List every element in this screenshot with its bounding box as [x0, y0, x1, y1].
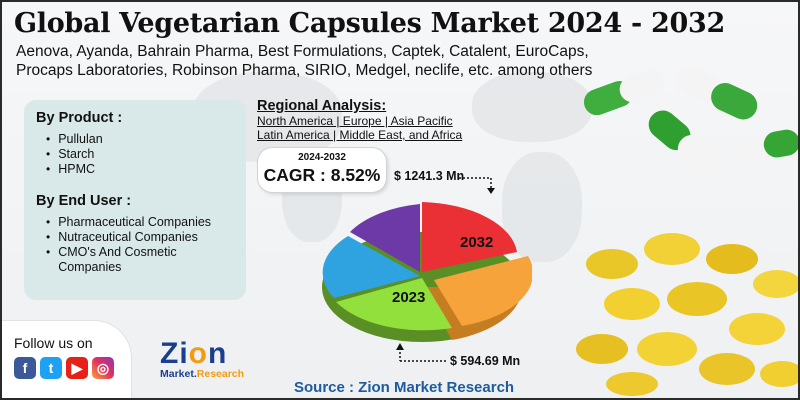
product-list: • Pullulan • Starch • HPMC: [46, 132, 234, 177]
cagr-value: CAGR : 8.52%: [263, 165, 381, 185]
dotted-arrow-bottom: [396, 343, 448, 362]
value-2023-label: $ 594.69 Mn: [450, 354, 521, 368]
zion-logo: Zion Market.Research: [160, 337, 260, 381]
dotted-arrow-top: [459, 177, 495, 194]
list-item: • CMO's And Cosmetic Companies: [46, 245, 177, 274]
logo-sub: Market.Research: [160, 368, 245, 380]
page-title: Global Vegetarian Capsules Market 2024 -…: [14, 8, 725, 39]
region-line: Latin America | Middle East, and Africa: [257, 128, 463, 142]
list-item: • HPMC: [46, 162, 96, 176]
youtube-icon[interactable]: ▶: [66, 357, 88, 379]
pie-slice-2023: [336, 278, 452, 331]
region-line: North America | Europe | Asia Pacific: [257, 114, 453, 128]
pie-slice-purple: [350, 204, 420, 272]
follow-us-box: Follow us on f t ▶ ◎: [2, 320, 132, 398]
map-shape: [502, 152, 582, 262]
segment-panel: By Product : • Pullulan • Starch • HPMC By …: [24, 100, 246, 300]
list-item: • Nutraceutical Companies: [46, 230, 198, 244]
capsules-image: [583, 66, 798, 175]
cagr-years: 2024-2032: [298, 152, 346, 163]
pie-slice-blue: [322, 236, 420, 298]
value-2032-label: $ 1241.3 Mn: [394, 169, 465, 183]
list-item: • Pharmaceutical Companies: [46, 215, 212, 229]
company-list: Aenova, Ayanda, Bahrain Pharma, Best For…: [16, 43, 593, 79]
twitter-icon[interactable]: t: [40, 357, 62, 379]
pie-chart: 2032 2023: [322, 202, 532, 342]
slice-label-2032: 2032: [460, 234, 493, 251]
slice-label-2023: 2023: [392, 289, 425, 306]
softgels-image: [576, 233, 798, 396]
pie-slice-orange: [434, 256, 532, 326]
pie-slice-2032: [422, 202, 517, 272]
product-heading: By Product :: [36, 110, 123, 126]
cagr-badge: 2024-2032 CAGR : 8.52%: [258, 148, 386, 192]
source-line: Source : Zion Market Research: [294, 379, 515, 396]
social-icons: f t ▶ ◎: [14, 357, 131, 379]
instagram-icon[interactable]: ◎: [92, 357, 114, 379]
end-user-list: • Pharmaceutical Companies • Nutraceutical…: [46, 215, 234, 275]
follow-label: Follow us on: [14, 335, 93, 351]
list-item: • Pullulan: [46, 132, 103, 146]
end-user-heading: By End User :: [36, 193, 132, 209]
regional-heading: Regional Analysis:: [257, 98, 387, 114]
map-shape: [472, 72, 592, 142]
list-item: • Starch: [46, 147, 95, 161]
facebook-icon[interactable]: f: [14, 357, 36, 379]
logo-word: Zion: [160, 337, 228, 370]
